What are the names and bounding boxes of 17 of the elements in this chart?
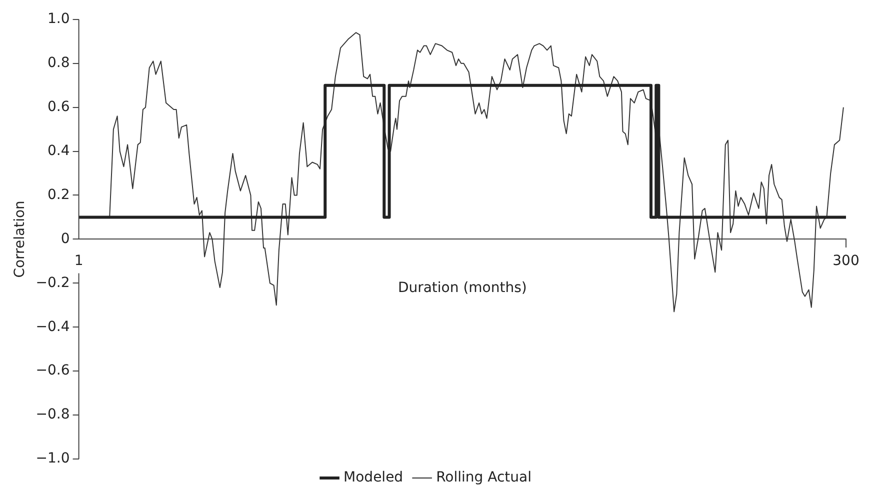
y-tick-label: 0.8 bbox=[48, 55, 70, 71]
y-tick-label: −0.8 bbox=[36, 406, 70, 423]
y-tick-label: 0.4 bbox=[48, 142, 70, 159]
y-tick-label: −1.0 bbox=[36, 450, 70, 467]
y-tick-label: −0.6 bbox=[36, 362, 70, 379]
x-tick-label: 300 bbox=[832, 253, 860, 270]
legend-label: Rolling Actual bbox=[436, 470, 532, 486]
y-axis-title: Correlation bbox=[12, 200, 28, 278]
x-tick-label: 1 bbox=[74, 253, 84, 270]
y-tick-label: 1.0 bbox=[48, 11, 70, 28]
x-axis-title: Duration (months) bbox=[398, 280, 527, 296]
y-tick-label: 0 bbox=[60, 230, 70, 247]
y-tick-label: −0.4 bbox=[36, 318, 70, 335]
y-tick-label: 0.6 bbox=[48, 98, 70, 115]
y-tick-label: −0.2 bbox=[36, 274, 70, 291]
legend-label: Modeled bbox=[344, 470, 404, 486]
y-tick-label: 0.2 bbox=[48, 186, 70, 203]
